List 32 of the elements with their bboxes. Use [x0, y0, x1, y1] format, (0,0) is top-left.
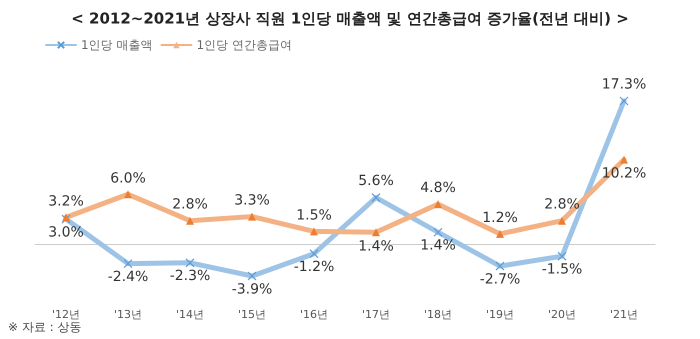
data-label: 1.2% — [482, 210, 518, 226]
data-label: -2.3% — [170, 268, 210, 284]
data-label: 17.3% — [602, 76, 646, 92]
x-tick-label: '19년 — [486, 308, 514, 321]
x-tick-label: '15년 — [238, 308, 266, 321]
data-label: 3.0% — [48, 224, 84, 240]
text: ※ 자료 : 상동 — [8, 320, 82, 334]
data-label: 3.2% — [48, 193, 84, 210]
chart-title: < 2012~2021년 상장사 직원 1인당 매출액 및 연간총급여 증가율(전년 대비) > — [71, 10, 629, 28]
x-tick-label: '20년 — [548, 308, 576, 321]
data-label: 1.5% — [296, 207, 332, 224]
data-label: 1.4% — [420, 238, 456, 254]
x-tick-label: '13년 — [114, 308, 142, 321]
data-label: -1.5% — [542, 262, 582, 278]
data-label: 3.3% — [234, 192, 270, 209]
data-label: -2.7% — [480, 271, 520, 288]
data-label: -3.9% — [232, 281, 272, 298]
x-tick-label: '18년 — [424, 308, 452, 321]
x-tick-label: '17년 — [362, 308, 390, 321]
data-label: 1.4% — [358, 238, 394, 254]
x-tick-label: '21년 — [610, 308, 638, 321]
legend-label: 1인당 매출액 — [81, 38, 152, 52]
data-label: 5.6% — [358, 172, 394, 189]
x-tick-label: '16년 — [300, 308, 328, 321]
data-label: 4.8% — [420, 180, 456, 196]
data-label: -2.4% — [108, 269, 148, 286]
data-label: 2.8% — [172, 196, 208, 213]
x-tick-label: '12년 — [52, 308, 80, 321]
data-label: 6.0% — [110, 170, 146, 186]
x-tick-label: '14년 — [176, 308, 204, 321]
legend-label: 1인당 연간총급여 — [196, 38, 292, 52]
data-label: -1.2% — [294, 259, 334, 276]
